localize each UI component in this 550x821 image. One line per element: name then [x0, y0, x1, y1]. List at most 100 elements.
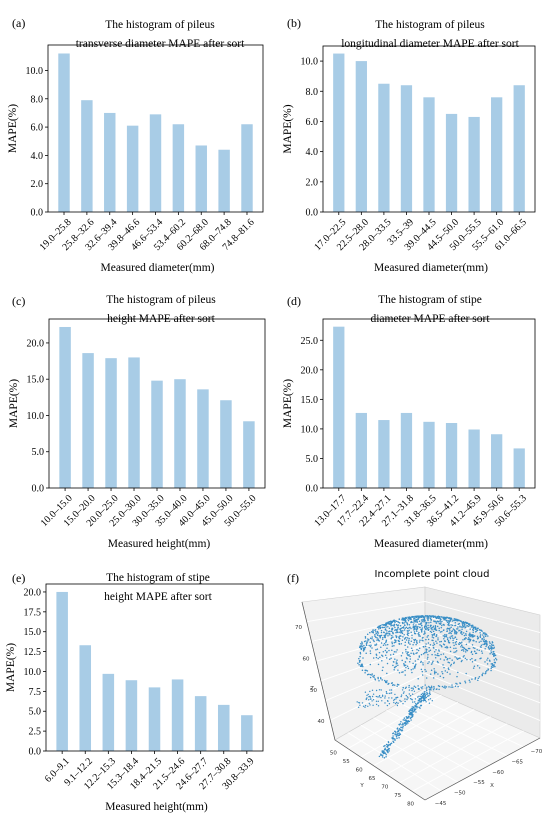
point	[454, 624, 456, 627]
point	[410, 687, 413, 689]
point	[401, 618, 403, 621]
bar	[513, 85, 525, 212]
point	[433, 651, 436, 653]
point	[369, 637, 372, 639]
y-tick-label: 0.0	[306, 484, 319, 495]
chart-title-line: The histogram of stipe	[106, 572, 210, 584]
point	[408, 686, 410, 689]
point	[384, 654, 387, 656]
point	[418, 620, 421, 623]
point	[444, 687, 446, 689]
point	[381, 751, 384, 753]
point	[440, 653, 442, 656]
point	[387, 622, 390, 625]
point	[398, 618, 401, 620]
point	[414, 686, 417, 688]
point	[390, 623, 392, 625]
point	[471, 678, 473, 680]
point	[428, 661, 430, 663]
point	[416, 707, 418, 709]
point	[417, 617, 420, 619]
point	[461, 641, 463, 643]
point	[453, 651, 455, 653]
point	[466, 649, 469, 652]
point	[459, 625, 461, 628]
point	[398, 631, 400, 634]
point	[420, 700, 423, 703]
grid-line	[360, 701, 459, 758]
point	[476, 629, 479, 632]
point	[373, 640, 375, 643]
point	[366, 697, 368, 699]
point	[435, 671, 437, 674]
point	[406, 657, 408, 660]
point	[445, 634, 448, 636]
point	[372, 704, 374, 706]
point	[484, 672, 486, 675]
point	[376, 639, 378, 641]
point	[486, 669, 488, 672]
point	[458, 622, 461, 625]
point	[475, 630, 478, 632]
point	[452, 639, 454, 642]
point	[391, 645, 394, 647]
point	[429, 624, 432, 627]
point	[411, 689, 413, 692]
point	[427, 615, 429, 617]
point	[429, 630, 432, 633]
point	[435, 640, 437, 642]
point	[367, 640, 369, 642]
point	[382, 644, 385, 646]
z-tick-label: 40	[318, 719, 325, 725]
point	[385, 633, 387, 636]
point	[394, 626, 396, 629]
point	[368, 699, 370, 701]
point	[378, 696, 380, 698]
point	[392, 683, 394, 686]
point	[389, 689, 391, 691]
point	[398, 736, 400, 739]
point	[435, 622, 438, 624]
point	[359, 652, 362, 655]
point	[472, 646, 475, 649]
point	[457, 671, 459, 674]
point	[447, 661, 449, 664]
point	[489, 647, 492, 650]
point	[375, 656, 378, 659]
y-tick-label: 5.0	[29, 707, 42, 718]
point	[430, 663, 433, 665]
point	[411, 693, 414, 695]
point	[413, 632, 416, 635]
point	[390, 689, 393, 691]
point	[455, 649, 458, 652]
point	[387, 635, 389, 637]
point	[396, 630, 398, 632]
point	[474, 647, 476, 650]
point	[494, 665, 496, 668]
point	[462, 648, 464, 651]
y-tick-label: 5.0	[306, 454, 319, 465]
point	[390, 630, 393, 633]
point	[427, 656, 429, 658]
point	[393, 699, 395, 701]
point	[416, 630, 418, 632]
point	[460, 626, 463, 628]
point	[377, 705, 380, 707]
point	[422, 686, 424, 688]
point	[442, 664, 444, 666]
point	[410, 714, 413, 716]
point	[415, 711, 417, 713]
point	[402, 703, 404, 705]
bar	[445, 423, 458, 488]
point	[444, 646, 447, 649]
bar	[149, 114, 162, 212]
y-axis-line	[334, 739, 426, 801]
point	[463, 655, 465, 657]
point	[426, 636, 428, 638]
point	[369, 641, 371, 643]
point	[428, 621, 430, 624]
point	[405, 626, 408, 629]
point	[413, 619, 415, 621]
point	[401, 724, 403, 726]
point	[422, 653, 425, 655]
